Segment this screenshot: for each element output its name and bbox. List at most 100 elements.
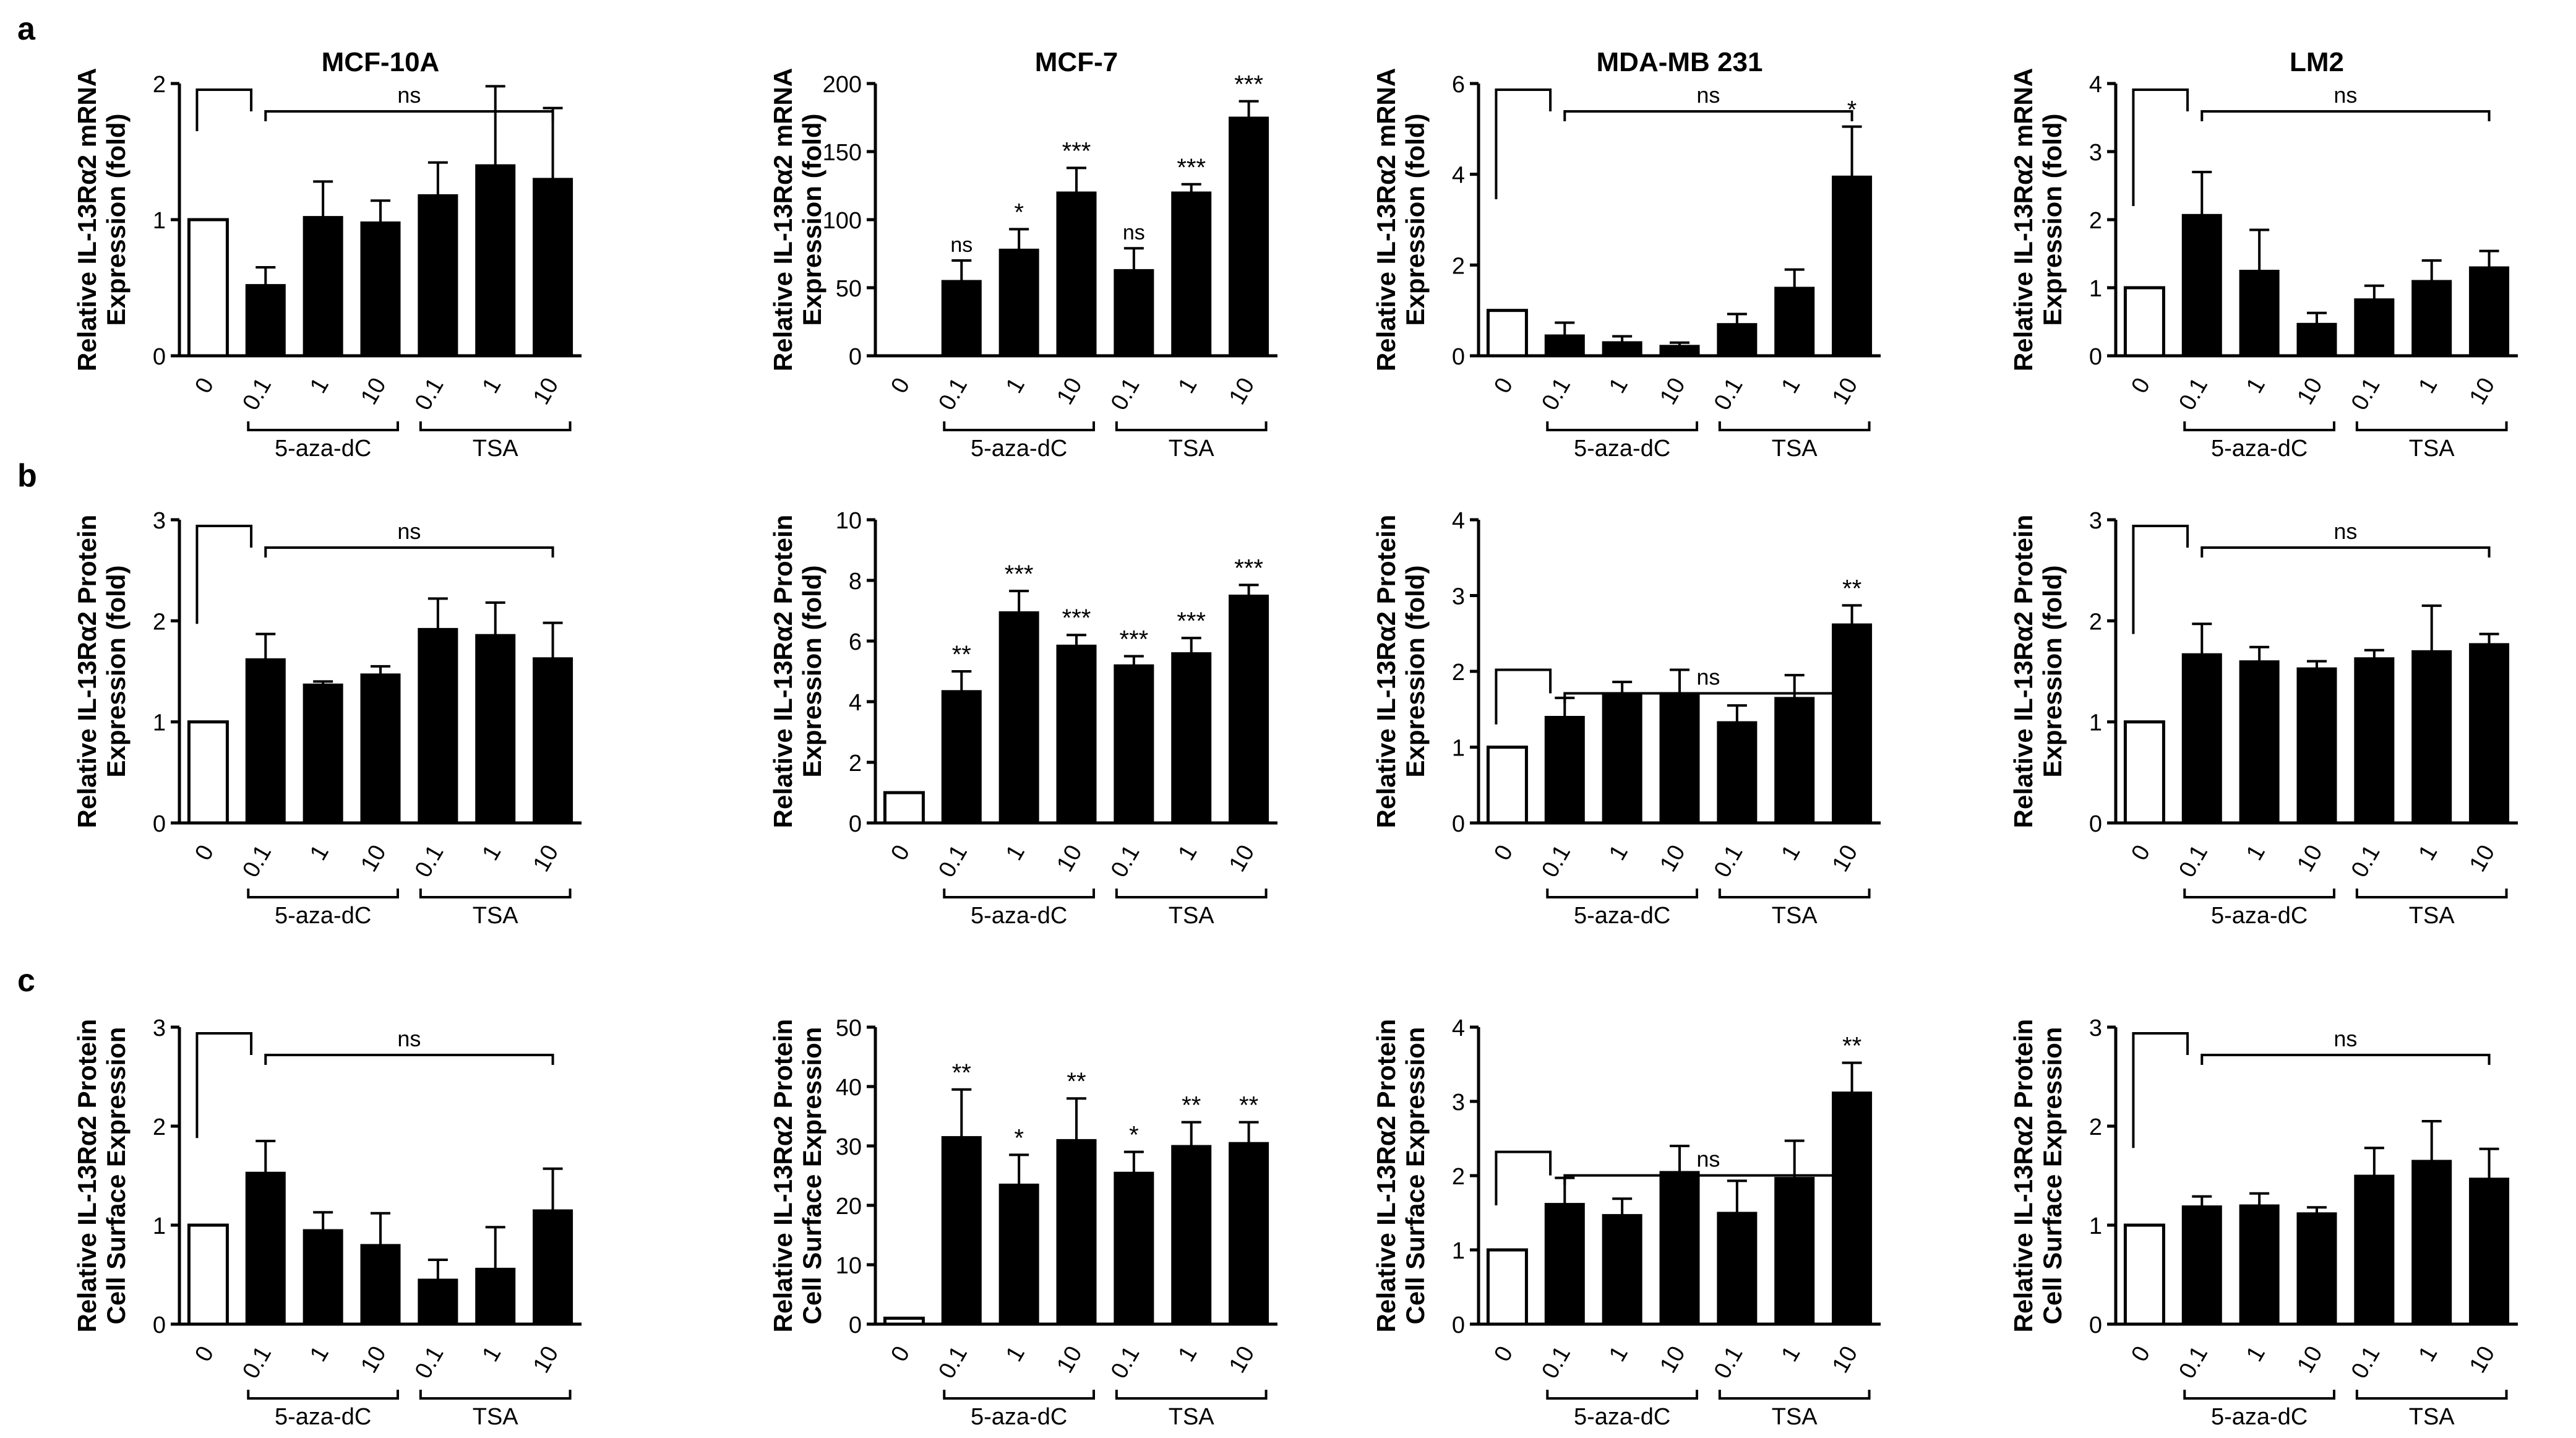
aza-group-label: 5-aza-dC [2211, 1404, 2308, 1430]
bar [2354, 657, 2395, 824]
tsa-group-label: TSA [1169, 1404, 1215, 1430]
aza-group-bracket [247, 421, 399, 431]
y-tick-label: 20 [836, 1194, 862, 1220]
aza-group-bracket [2183, 421, 2335, 431]
y-axis-label-line2: Cell Surface Expression [797, 1027, 826, 1325]
y-axis-label-line1: Relative IL-13Rα2 mRNA [1372, 68, 1401, 371]
y-tick-label: 3 [153, 508, 166, 534]
x-tick-label: 10 [1827, 374, 1863, 410]
y-axis-label-line1: Relative IL-13Rα2 Protein [768, 515, 797, 829]
ns-bracket-span [2200, 1054, 2491, 1065]
x-tick-label: 0 [886, 374, 915, 398]
y-axis-label-line1: Relative IL-13Rα2 Protein [72, 515, 101, 829]
tsa-group-label: TSA [473, 1404, 519, 1430]
bar [1832, 623, 1873, 824]
aza-group-label: 5-aza-dC [275, 1404, 371, 1430]
x-tick-label: 0 [2126, 374, 2155, 398]
x-tick-label: 0 [190, 374, 219, 398]
x-tick-label: 1 [478, 1342, 507, 1366]
x-tick-label: 0.1 [2174, 374, 2213, 415]
bar [1114, 269, 1154, 357]
y-tick-label: 50 [836, 1015, 862, 1041]
chart-panel-c-1: 0 1 2 3 Relative IL-13Rα2 Protein Cell Surfac… [72, 1015, 582, 1430]
x-tick-label: 0.1 [2346, 1342, 2385, 1384]
ns-bracket-span [264, 546, 554, 558]
x-tick-label: 0 [886, 1342, 915, 1366]
y-axis-label-line2: Expression (fold) [797, 113, 826, 325]
aza-group-bracket [2183, 1390, 2335, 1400]
ns-bracket-stem [1495, 1150, 1552, 1205]
x-tick-label: 10 [2465, 1342, 2501, 1378]
bar [475, 164, 516, 357]
bar [2239, 1204, 2280, 1325]
y-tick-label: 2 [1452, 660, 1465, 686]
bar [303, 683, 343, 824]
tsa-group-label: TSA [1169, 436, 1215, 462]
bar [2469, 643, 2510, 824]
x-tick-label: 0.1 [1106, 1342, 1145, 1384]
bar [1486, 1248, 1528, 1326]
y-tick-label: 40 [836, 1075, 862, 1101]
y-tick-label: 6 [1452, 72, 1465, 98]
x-tick-label: 1 [1174, 841, 1203, 865]
bar [418, 627, 458, 824]
x-tick-label: 10 [528, 841, 564, 877]
y-axis-label-line1: Relative IL-13Rα2 Protein [2009, 515, 2038, 829]
tsa-group-bracket [419, 1390, 572, 1400]
x-tick-label: 0 [1489, 841, 1518, 865]
ns-bracket-span [2200, 546, 2491, 558]
bar [1659, 693, 1700, 824]
tsa-group-bracket [1115, 421, 1268, 431]
x-tick-label: 10 [1052, 841, 1088, 877]
bar [303, 1229, 343, 1325]
significance-label: * [1847, 97, 1857, 124]
chart-title: MCF-10A [322, 47, 440, 77]
significance-label: *** [1234, 554, 1263, 582]
bar [2239, 660, 2280, 824]
y-tick-label: 0 [849, 344, 862, 370]
bar [941, 280, 982, 357]
aza-group-bracket [247, 1390, 399, 1400]
aza-group-label: 5-aza-dC [275, 903, 371, 929]
significance-label: ** [952, 641, 971, 668]
x-tick-label: 0.1 [934, 841, 972, 882]
tsa-group-bracket [2355, 421, 2508, 431]
x-tick-label: 1 [305, 1342, 334, 1366]
bar [1544, 1203, 1585, 1325]
bar [941, 1136, 982, 1325]
ns-bracket-stem [2132, 525, 2189, 634]
aza-group-bracket [247, 889, 399, 898]
x-tick-label: 0 [190, 841, 219, 865]
bar [1717, 1212, 1758, 1325]
bar [1171, 652, 1212, 824]
bar [245, 658, 286, 824]
aza-group-bracket [2183, 889, 2335, 898]
x-tick-label: 1 [1604, 374, 1633, 398]
significance-label: ** [1067, 1068, 1086, 1095]
ns-label: ns [2333, 82, 2357, 108]
tsa-group-label: TSA [2409, 903, 2455, 929]
bar [2123, 720, 2165, 825]
x-tick-label: 0.1 [1709, 841, 1748, 882]
y-tick-label: 8 [849, 569, 862, 595]
x-tick-label: 1 [1777, 841, 1806, 865]
bar [475, 1267, 516, 1325]
y-axis-label-line1: Relative IL-13Rα2 mRNA [2009, 68, 2038, 371]
ns-label: ns [1696, 82, 1720, 108]
significance-label: ** [1842, 575, 1861, 602]
row-a-letter: a [17, 11, 36, 47]
x-tick-label: 1 [305, 374, 334, 398]
tsa-group-bracket [2355, 889, 2508, 898]
y-tick-label: 0 [849, 811, 862, 837]
x-tick-label: 0.1 [410, 374, 449, 415]
bar [2411, 650, 2452, 824]
significance-label: *** [1005, 561, 1034, 588]
x-tick-label: 10 [2292, 841, 2328, 877]
x-tick-label: 0.1 [2174, 1342, 2213, 1384]
y-tick-label: 1 [1452, 1238, 1465, 1264]
y-tick-label: 4 [2089, 72, 2102, 98]
significance-label: *** [1234, 71, 1263, 98]
x-tick-label: 0.1 [1537, 1342, 1576, 1384]
significance-label: ns [1123, 221, 1145, 244]
y-tick-label: 0 [153, 811, 166, 837]
